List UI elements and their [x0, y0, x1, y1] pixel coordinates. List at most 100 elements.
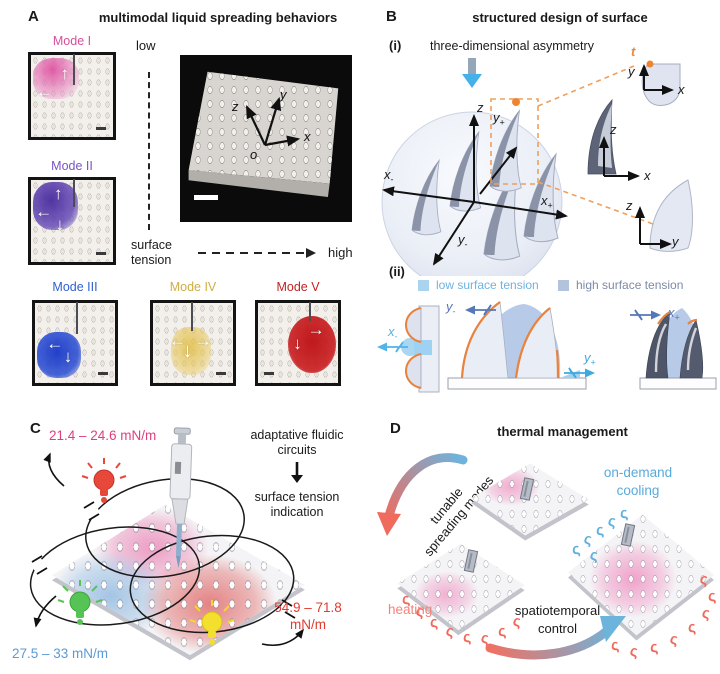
pillar-array-sample	[188, 71, 339, 184]
measurement-line: mN/m	[290, 616, 326, 632]
label-line: spatiotemporal	[514, 603, 601, 618]
panel-b-letter: B	[386, 8, 397, 25]
caption-line: adaptative fluidic	[250, 428, 344, 442]
side-x-axis-v: z	[610, 122, 617, 137]
mode-2-label: Mode II	[51, 159, 93, 173]
scale-bar	[97, 372, 108, 375]
label-line: control	[537, 621, 578, 637]
panel-b-title: structured design of surface	[472, 10, 648, 25]
spread-arrow-icon	[54, 185, 63, 202]
panel-d-letter: D	[390, 420, 401, 437]
gradient-arrow-up-icon	[485, 616, 626, 660]
flow-arrow-left-icon	[377, 341, 408, 353]
spread-arrow-icon	[308, 321, 325, 338]
legend-swatch-high	[558, 280, 569, 291]
heat-squiggle-icon	[445, 624, 455, 640]
heat-squiggle-icon	[707, 589, 716, 605]
circuit-overlay	[29, 427, 304, 646]
legend-swatch-low	[418, 280, 429, 291]
dispensing-needle	[191, 302, 194, 331]
tension-axis-label: surface tension	[131, 238, 172, 267]
specimen-photo-mode-5	[255, 300, 341, 386]
axis-label-y: y	[280, 87, 287, 102]
scale-bar	[194, 195, 218, 200]
spread-arrow-icon	[293, 335, 302, 352]
mode-5-label: Mode V	[276, 280, 320, 294]
spread-arrow-icon	[36, 83, 53, 100]
top-view-axis-v: y	[628, 64, 635, 79]
specimen-photo-mode-3	[32, 300, 118, 386]
arrowhead-icon	[306, 248, 316, 258]
dispensing-needle	[72, 54, 75, 86]
spread-arrow-icon	[61, 65, 70, 82]
dispensing-needle	[75, 302, 78, 334]
section-i-tag: (i)	[389, 38, 402, 53]
bulb-icon-yellow	[189, 600, 235, 645]
caption-line: surface tension	[254, 490, 340, 504]
heat-squiggle-icon	[462, 630, 471, 646]
flow-arrow-left-icon	[465, 304, 496, 316]
panel-a-letter: A	[28, 8, 39, 25]
spread-arrow-icon	[64, 348, 73, 365]
side-y-axis-h: y	[672, 234, 679, 249]
caption-line: circuits	[277, 443, 317, 457]
tension-dashed-line	[148, 72, 150, 230]
measurement-red: 54.9 – 71.8 mN/m	[270, 600, 346, 634]
dispensing-needle	[72, 179, 75, 207]
caption-line: indication	[270, 505, 324, 519]
heating-label: heating	[388, 602, 433, 617]
axis-label-y-plus: y+	[493, 110, 505, 128]
label-y-minus: y-	[446, 299, 456, 317]
thermal-plate-cooling	[565, 512, 717, 641]
side-y-axis-v: z	[626, 198, 633, 213]
sample-axes	[246, 96, 301, 147]
tension-low-label: low	[136, 38, 156, 53]
measurement-pink: 21.4 – 24.6 mN/m	[49, 428, 157, 443]
axis-label-z: z	[232, 99, 239, 114]
cool-squiggle-icon	[619, 506, 629, 522]
legend-label-high: high surface tension	[576, 278, 684, 292]
section-ii-tag: (ii)	[389, 264, 405, 279]
axis-label-x: x	[304, 129, 311, 144]
label-x-plus: x+	[668, 305, 680, 323]
mode-4-label: Mode IV	[169, 280, 217, 294]
spread-arrow-icon	[46, 335, 63, 352]
flow-arrow-right-icon	[564, 367, 595, 379]
mode-1-label: Mode I	[52, 34, 92, 48]
cool-squiggle-icon	[595, 523, 604, 539]
control-label: spatiotemporal control	[495, 602, 620, 638]
label-line: on-demand	[603, 465, 673, 480]
panel-d-title: thermal management	[497, 424, 628, 439]
measurement-blue: 27.5 – 33 mN/m	[12, 646, 109, 661]
cool-squiggle-icon	[607, 514, 617, 530]
spread-arrow-icon	[195, 332, 212, 349]
thermal-plate-heating	[396, 542, 526, 636]
spread-arrow-icon	[183, 341, 193, 361]
measurement-line: 54.9 – 71.8	[274, 600, 342, 615]
asymmetric-pillar-diagram	[381, 58, 693, 276]
panel-c-letter: C	[30, 420, 41, 437]
label-y-plus: y+	[584, 350, 596, 368]
label-line: cooling	[616, 482, 660, 498]
tension-dashed-arrow	[198, 252, 306, 254]
caption-tension-indication: surface tension indication	[244, 490, 350, 520]
heat-squiggle-icon	[669, 632, 679, 648]
side-x-axis-h: x	[644, 168, 651, 183]
flow-arrow-right-icon	[630, 309, 661, 321]
gradient-arrow-down-icon	[377, 453, 468, 536]
axis-label-z: z	[477, 100, 484, 115]
panel-a-title: multimodal liquid spreading behaviors	[98, 10, 338, 25]
caption-fluidic-circuits: adaptative fluidic circuits	[244, 428, 350, 458]
cool-squiggle-icon	[589, 548, 598, 564]
specimen-photo-mode-2	[28, 177, 116, 265]
mode-3-label: Mode III	[52, 280, 98, 294]
specimen-photo-mode-4	[150, 300, 236, 386]
scale-bar	[96, 126, 107, 130]
scale-bar	[96, 251, 107, 255]
heat-squiggle-icon	[701, 606, 711, 622]
spread-arrow-icon	[56, 216, 65, 233]
specimen-photo-mode-1	[28, 52, 116, 140]
dispensing-needle	[309, 302, 312, 322]
axis-label-t: t	[631, 44, 636, 59]
